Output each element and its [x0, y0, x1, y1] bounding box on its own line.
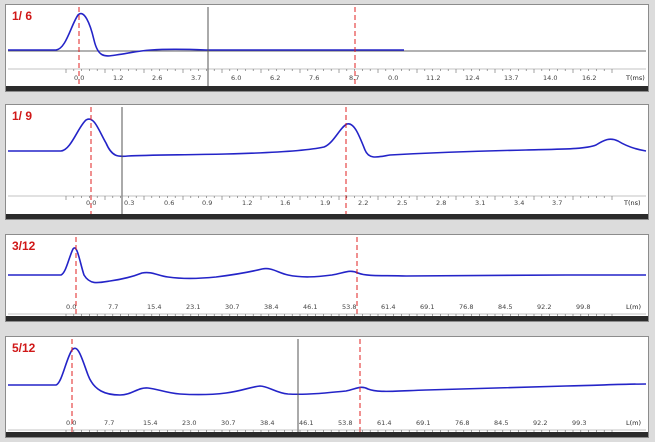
- axis-unit-label: L(m): [626, 419, 641, 427]
- tick-label: 7.6: [309, 74, 319, 82]
- tick-label: 12.4: [465, 74, 479, 82]
- tick-label: 2.2: [358, 199, 368, 207]
- x-axis: 0.0 1.2 2.6 3.7 6.0 6.2 7.6 8.7 0.0 11.2…: [74, 74, 645, 82]
- tick-label: 23.1: [186, 303, 200, 311]
- tick-label: 0.3: [124, 199, 134, 207]
- x-axis: 0.0 7.7 15.4 23.1 30.7 38.4 46.1 53.8 61…: [66, 303, 641, 311]
- panel-title: 5/12: [12, 341, 36, 355]
- tick-label: 84.5: [498, 303, 512, 311]
- waveform-plot[interactable]: 0.0 7.7 15.4 23.0 30.7 38.4 46.1 53.8 61…: [6, 337, 649, 438]
- tick-label: 53.8: [338, 419, 352, 427]
- waveform-plot[interactable]: 0.0 1.2 2.6 3.7 6.0 6.2 7.6 8.7 0.0 11.2…: [6, 5, 649, 92]
- tick-label: 2.8: [436, 199, 446, 207]
- x-axis: 0.0 7.7 15.4 23.0 30.7 38.4 46.1 53.8 61…: [66, 419, 641, 427]
- tick-label: 61.4: [381, 303, 395, 311]
- waveform-plot[interactable]: 0.0 7.7 15.4 23.1 30.7 38.4 46.1 53.8 61…: [6, 235, 649, 322]
- tick-label: 1.2: [242, 199, 252, 207]
- axis-unit-label: L(m): [626, 303, 641, 311]
- waveform-panel-4[interactable]: 5/12 0.0 7.7 15.4 23.0 30.7 38.4 46.1 53…: [5, 336, 649, 438]
- waveform-plot[interactable]: 0.0 0.3 0.6 0.9 1.2 1.6 1.9 2.2 2.5 2.8 …: [6, 105, 649, 220]
- tick-label: 0.0: [66, 303, 76, 311]
- tick-label: 0.0: [66, 419, 76, 427]
- tick-label: 92.2: [533, 419, 547, 427]
- tick-label: 23.0: [182, 419, 196, 427]
- panel-title: 3/12: [12, 239, 36, 253]
- tick-label: 46.1: [303, 303, 317, 311]
- tick-label: 84.5: [494, 419, 508, 427]
- tick-label: 16.2: [582, 74, 596, 82]
- tick-label: 30.7: [225, 303, 239, 311]
- tick-label: 0.6: [164, 199, 174, 207]
- tick-label: 69.1: [420, 303, 434, 311]
- tick-label: 3.7: [191, 74, 201, 82]
- tick-label: 92.2: [537, 303, 551, 311]
- waveform-panel-2[interactable]: 1/ 9 0.0 0.3 0.6 0.9 1.2 1.6 1.9 2.2 2.5…: [5, 104, 649, 220]
- tick-label: 0.0: [86, 199, 96, 207]
- tick-label: 1.6: [280, 199, 290, 207]
- tick-label: 76.8: [459, 303, 473, 311]
- tick-label: 99.3: [572, 419, 586, 427]
- tick-label: 38.4: [260, 419, 274, 427]
- tick-label: 0.0: [388, 74, 398, 82]
- tick-label: 61.4: [377, 419, 391, 427]
- waveform-trace: [8, 247, 646, 284]
- tick-label: 14.0: [543, 74, 557, 82]
- tick-label: 76.8: [455, 419, 469, 427]
- panel-title: 1/ 6: [12, 9, 33, 23]
- tick-label: 3.1: [475, 199, 485, 207]
- tick-label: 69.1: [416, 419, 430, 427]
- tick-label: 6.2: [270, 74, 280, 82]
- waveform-panel-3[interactable]: 3/12 0.0 7.7 15.4 23.1 30.7 38.4 46.1 53…: [5, 234, 649, 322]
- tick-label: 1.2: [113, 74, 123, 82]
- tick-label: 1.9: [320, 199, 330, 207]
- waveform-trace: [8, 12, 404, 57]
- tick-label: 3.4: [514, 199, 524, 207]
- tick-label: 15.4: [147, 303, 161, 311]
- tick-label: 0.9: [202, 199, 212, 207]
- x-axis: 0.0 0.3 0.6 0.9 1.2 1.6 1.9 2.2 2.5 2.8 …: [86, 199, 641, 207]
- tick-label: 38.4: [264, 303, 278, 311]
- tick-label: 30.7: [221, 419, 235, 427]
- axis-unit-label: T(ms): [625, 74, 645, 82]
- tick-label: 2.5: [397, 199, 407, 207]
- tick-label: 0.0: [74, 74, 84, 82]
- tick-label: 99.8: [576, 303, 590, 311]
- tick-label: 2.6: [152, 74, 162, 82]
- tick-label: 11.2: [426, 74, 440, 82]
- tick-label: 7.7: [104, 419, 114, 427]
- waveform-trace: [8, 347, 647, 396]
- tick-label: 13.7: [504, 74, 518, 82]
- tick-label: 46.1: [299, 419, 313, 427]
- panel-title: 1/ 9: [12, 109, 33, 123]
- axis-unit-label: T(ns): [623, 199, 641, 207]
- tick-label: 15.4: [143, 419, 157, 427]
- tick-label: 3.7: [552, 199, 562, 207]
- tick-label: 53.8: [342, 303, 356, 311]
- waveform-panel-1[interactable]: 1/ 6 0.0 1.2 2.6 3.7 6.0 6.2 7.6 8.7 0.0…: [5, 4, 649, 92]
- tick-label: 8.7: [349, 74, 359, 82]
- waveform-trace: [8, 118, 647, 158]
- tick-label: 7.7: [108, 303, 118, 311]
- tick-label: 6.0: [231, 74, 241, 82]
